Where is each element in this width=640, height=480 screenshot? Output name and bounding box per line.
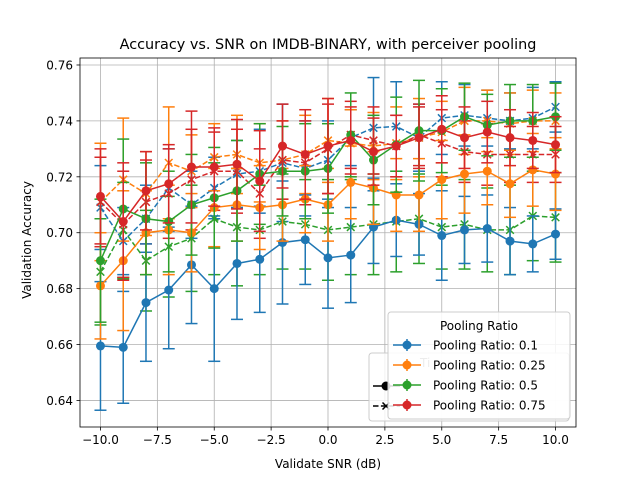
- legend-marker-3: [402, 400, 412, 410]
- series-3-point: [391, 141, 401, 151]
- series-1-point: [482, 166, 492, 176]
- series-3-point: [95, 191, 105, 201]
- series-0-point: [346, 250, 356, 260]
- series-0-point: [164, 285, 174, 295]
- series-3-point: [528, 135, 538, 145]
- legend-marker-2: [402, 380, 412, 390]
- series-3-point: [186, 162, 196, 172]
- legend-label-2: Pooling Ratio: 0.5: [433, 379, 538, 393]
- series-1-point: [528, 165, 538, 175]
- legend-label-3: Pooling Ratio: 0.75: [433, 399, 546, 413]
- series-1-point: [437, 175, 447, 185]
- series-3-point: [232, 159, 242, 169]
- y-tick-label: 0.70: [46, 226, 73, 240]
- series-3-point: [300, 149, 310, 159]
- series-0-point: [277, 238, 287, 247]
- series-0-point: [255, 254, 265, 264]
- series-1-dashed-line: [99, 120, 556, 203]
- series-1-point: [346, 177, 356, 187]
- y-tick-label: 0.64: [46, 394, 73, 408]
- legend-label-0: Pooling Ratio: 0.1: [433, 339, 538, 353]
- y-axis-label: Validation Accuracy: [20, 181, 34, 299]
- x-tick-label: 7.5: [489, 433, 508, 447]
- series-0-point: [528, 239, 538, 249]
- series-3-point: [551, 140, 561, 150]
- legend-label-1: Pooling Ratio: 0.25: [433, 359, 546, 373]
- legend-marker-0: [402, 340, 412, 350]
- series-1-point: [460, 169, 470, 179]
- series-0-point: [118, 342, 128, 352]
- series-3-point: [482, 127, 492, 137]
- x-tick-label: 10.0: [542, 433, 569, 447]
- series-0-point: [460, 225, 470, 235]
- series-0-point: [95, 341, 105, 351]
- series-1-point: [551, 169, 561, 179]
- series-3-dashed-line: [99, 134, 556, 226]
- y-tick-label: 0.66: [46, 338, 73, 352]
- legend-box: [387, 311, 571, 420]
- chart-title: Accuracy vs. SNR on IMDB-BINARY, with pe…: [120, 37, 537, 53]
- y-tick-label: 0.72: [46, 170, 73, 184]
- series-0-point: [323, 253, 333, 263]
- series-0-point: [232, 258, 242, 268]
- series-2-point: [95, 256, 105, 266]
- x-tick-label: −10.0: [82, 433, 119, 447]
- x-tick-label: −5.0: [200, 433, 229, 447]
- series-0-point: [482, 224, 492, 234]
- series-0-point: [437, 231, 447, 241]
- series-0-point: [300, 235, 310, 245]
- series-3-point: [118, 217, 128, 227]
- series-3-point: [323, 141, 333, 151]
- series-3-point: [346, 135, 356, 145]
- legend-marker-1: [402, 360, 412, 370]
- series-0-point: [505, 236, 515, 246]
- x-tick-label: 5.0: [432, 433, 451, 447]
- series-3-point: [255, 176, 265, 186]
- series-0-point: [141, 298, 151, 308]
- y-tick-label: 0.68: [46, 282, 73, 296]
- x-tick-label: 0.0: [318, 433, 337, 447]
- plot-frame: [79, 57, 577, 428]
- series-3-point: [277, 141, 287, 151]
- series-3-point: [460, 133, 470, 143]
- series-0-point: [209, 284, 219, 294]
- series-1-point: [505, 179, 515, 189]
- series-3-point: [369, 147, 379, 157]
- series-3-point: [209, 162, 219, 172]
- series-0-point: [551, 229, 561, 239]
- series-1-point: [414, 190, 424, 200]
- x-tick-label: −7.5: [143, 433, 172, 447]
- series-3-point: [505, 133, 515, 143]
- series-3-point: [437, 124, 447, 134]
- x-axis-label: Validate SNR (dB): [275, 457, 381, 471]
- x-tick-label: 2.5: [375, 433, 394, 447]
- series-3-point: [414, 133, 424, 143]
- legend-title: Pooling Ratio: [440, 319, 518, 333]
- series-3-point: [141, 186, 151, 196]
- y-tick-label: 0.74: [46, 114, 73, 128]
- series-3-point: [164, 179, 174, 189]
- y-tick-label: 0.76: [46, 58, 73, 72]
- x-tick-label: −2.5: [257, 433, 286, 447]
